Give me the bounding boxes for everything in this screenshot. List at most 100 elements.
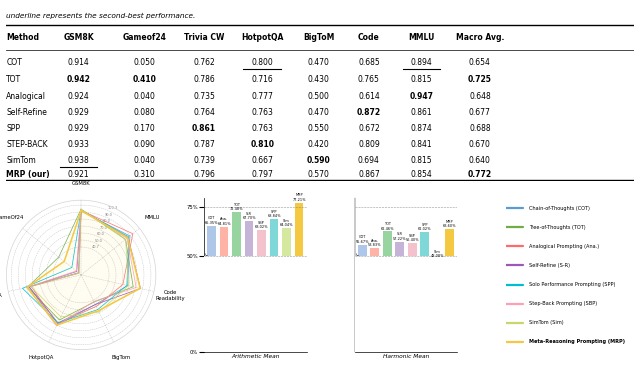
- Point: [93, 165, 101, 170]
- Bar: [294, 203, 303, 352]
- Bar: [257, 230, 266, 352]
- Text: Self-Refine (S-R): Self-Refine (S-R): [529, 263, 570, 268]
- Text: Ana.
53.83%: Ana. 53.83%: [368, 239, 381, 247]
- Text: 0.809: 0.809: [358, 140, 380, 149]
- Text: SimTom (Sim): SimTom (Sim): [529, 320, 563, 325]
- Text: S-R
67.70%: S-R 67.70%: [243, 212, 256, 220]
- Point: [296, 179, 304, 183]
- Text: Sim
48.08%: Sim 48.08%: [431, 250, 444, 258]
- Text: Analogical Prompting (Ana.): Analogical Prompting (Ana.): [529, 244, 598, 249]
- Text: 0.815: 0.815: [411, 156, 433, 166]
- Text: SBP
63.02%: SBP 63.02%: [255, 221, 268, 229]
- Text: MRP (our): MRP (our): [6, 170, 50, 179]
- Text: 0.570: 0.570: [308, 170, 330, 179]
- Text: 0.921: 0.921: [68, 170, 90, 179]
- Text: 0.777: 0.777: [252, 92, 273, 101]
- Point: [239, 66, 247, 71]
- Text: Macro Avg.: Macro Avg.: [456, 33, 504, 42]
- Bar: [244, 221, 253, 352]
- Text: 0.654: 0.654: [469, 58, 491, 66]
- Bar: [358, 245, 367, 352]
- Text: 0.500: 0.500: [308, 92, 330, 101]
- Text: 0.914: 0.914: [68, 58, 90, 66]
- Text: GSM8K: GSM8K: [63, 33, 94, 42]
- Text: 0.947: 0.947: [410, 92, 434, 101]
- Text: STEP-BACK: STEP-BACK: [6, 140, 48, 149]
- Text: 0.050: 0.050: [134, 58, 156, 66]
- Point: [277, 66, 285, 71]
- Text: 0.763: 0.763: [252, 108, 273, 117]
- Text: 0.867: 0.867: [358, 170, 380, 179]
- Text: 0.861: 0.861: [192, 124, 216, 133]
- Point: [181, 179, 189, 183]
- Text: 0.929: 0.929: [68, 124, 90, 133]
- Bar: [220, 227, 228, 352]
- Text: 0.787: 0.787: [193, 140, 215, 149]
- Bar: [207, 226, 216, 352]
- Text: Ana.
64.81%: Ana. 64.81%: [218, 217, 231, 226]
- Text: COT: COT: [6, 58, 22, 66]
- Text: HotpotQA: HotpotQA: [241, 33, 284, 42]
- Text: 0.040: 0.040: [134, 92, 156, 101]
- Text: Tree-of-Thoughts (TOT): Tree-of-Thoughts (TOT): [529, 225, 585, 230]
- Text: TOT
72.48%: TOT 72.48%: [230, 203, 243, 211]
- Text: 0.470: 0.470: [308, 58, 330, 66]
- Bar: [408, 243, 417, 352]
- Bar: [383, 232, 392, 352]
- Text: Solo Performance Prompting (SPP): Solo Performance Prompting (SPP): [529, 282, 615, 287]
- Text: underline represents the second-best performance.: underline represents the second-best per…: [6, 13, 196, 19]
- Text: Trivia CW: Trivia CW: [184, 33, 224, 42]
- X-axis label: Harmonic Mean: Harmonic Mean: [383, 354, 429, 359]
- Text: 0.725: 0.725: [468, 75, 492, 84]
- Text: TOT: TOT: [6, 75, 22, 84]
- Text: 0.765: 0.765: [358, 75, 380, 84]
- Text: Step-Back Prompting (SBP): Step-Back Prompting (SBP): [529, 301, 596, 306]
- Text: BigToM: BigToM: [303, 33, 335, 42]
- Text: ⌞: ⌞: [355, 251, 358, 256]
- Text: SPP: SPP: [6, 124, 20, 133]
- Text: 0.040: 0.040: [134, 156, 156, 166]
- Text: 0.550: 0.550: [308, 124, 330, 133]
- Polygon shape: [27, 211, 140, 325]
- Text: 0.841: 0.841: [411, 140, 433, 149]
- Text: 0.800: 0.800: [252, 58, 273, 66]
- Text: TOT
62.46%: TOT 62.46%: [381, 222, 394, 230]
- Bar: [420, 232, 429, 352]
- Point: [399, 66, 406, 71]
- Text: 0.874: 0.874: [411, 124, 433, 133]
- Bar: [232, 212, 241, 352]
- Text: 0.861: 0.861: [411, 108, 433, 117]
- Text: 0.470: 0.470: [308, 108, 330, 117]
- Text: MMLU: MMLU: [408, 33, 435, 42]
- Text: 0.614: 0.614: [358, 92, 380, 101]
- Text: 0.764: 0.764: [193, 108, 215, 117]
- Text: 0.942: 0.942: [67, 75, 90, 84]
- Bar: [355, 256, 455, 352]
- Text: SBP
56.40%: SBP 56.40%: [406, 234, 419, 242]
- Text: 0.763: 0.763: [252, 124, 273, 133]
- Text: 0.772: 0.772: [468, 170, 492, 179]
- Point: [122, 179, 129, 183]
- Text: 0.685: 0.685: [358, 58, 380, 66]
- Text: SimTom: SimTom: [6, 156, 36, 166]
- Text: 0.894: 0.894: [411, 58, 433, 66]
- Bar: [396, 241, 404, 352]
- Bar: [282, 228, 291, 352]
- Bar: [371, 248, 379, 352]
- Text: 0.688: 0.688: [469, 124, 491, 133]
- X-axis label: Arithmetic Mean: Arithmetic Mean: [231, 354, 280, 359]
- Text: 0.933: 0.933: [68, 140, 90, 149]
- Bar: [269, 219, 278, 352]
- Text: 0.810: 0.810: [250, 140, 275, 149]
- Text: 0.640: 0.640: [469, 156, 491, 166]
- Text: 0.929: 0.929: [68, 108, 90, 117]
- Text: SPP
62.02%: SPP 62.02%: [418, 223, 431, 231]
- Text: 0.170: 0.170: [134, 124, 156, 133]
- Text: Chain-of-Thoughts (COT): Chain-of-Thoughts (COT): [529, 206, 589, 211]
- Point: [333, 179, 341, 183]
- Text: 0.310: 0.310: [134, 170, 156, 179]
- Text: 0.648: 0.648: [469, 92, 491, 101]
- Text: 0.796: 0.796: [193, 170, 215, 179]
- Text: MRP
77.21%: MRP 77.21%: [292, 193, 306, 202]
- Text: Code: Code: [358, 33, 380, 42]
